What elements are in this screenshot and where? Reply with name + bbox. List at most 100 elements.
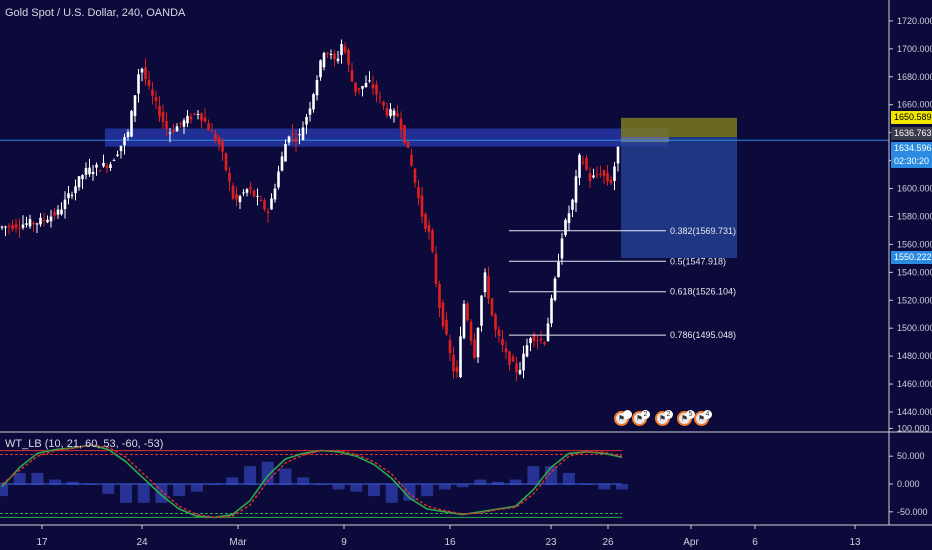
candle xyxy=(480,295,483,326)
candle xyxy=(60,209,63,215)
candle xyxy=(326,52,329,55)
candle xyxy=(154,97,158,102)
y-tick-label: 1440.000 xyxy=(897,407,932,417)
candle xyxy=(616,146,620,164)
candle xyxy=(130,110,133,137)
candle xyxy=(91,171,95,175)
candle xyxy=(291,133,294,135)
y-tick-label: 1500.000 xyxy=(897,323,932,333)
candle xyxy=(539,338,543,341)
resistance-zone xyxy=(105,128,668,147)
y-tick-label: 1680.000 xyxy=(897,72,932,82)
candle xyxy=(144,67,147,80)
position-zones xyxy=(0,117,889,259)
candle xyxy=(67,193,70,199)
osc-histogram-bar xyxy=(314,484,327,485)
candle xyxy=(543,342,546,345)
candle xyxy=(571,199,574,210)
x-tick-label: Apr xyxy=(683,537,699,548)
candle xyxy=(448,340,452,354)
candle xyxy=(280,156,284,171)
osc-histogram-bar xyxy=(102,484,115,494)
candle xyxy=(119,145,123,152)
x-tick-label: 26 xyxy=(602,537,614,548)
candle xyxy=(56,209,60,215)
osc-histogram-bar xyxy=(66,481,79,485)
us-flag-icon[interactable]: ⚑ 2 xyxy=(655,410,673,426)
x-tick-label: 24 xyxy=(136,537,148,548)
candle xyxy=(224,153,228,171)
candle xyxy=(238,196,242,203)
us-flag-icon[interactable]: ⚑ xyxy=(614,410,632,426)
x-tick-label: 17 xyxy=(36,537,48,548)
osc-histogram-bar xyxy=(385,484,398,503)
us-flag-icon[interactable]: ⚑ 4 xyxy=(694,410,712,426)
entry-marker xyxy=(621,137,669,143)
candle xyxy=(424,213,427,229)
candle xyxy=(231,185,235,199)
osc-histogram-bar xyxy=(474,479,487,485)
candle xyxy=(490,298,494,316)
osc-histogram-bar xyxy=(580,484,593,485)
candle xyxy=(410,154,413,166)
us-flag-icon[interactable]: ⚑ 2 xyxy=(632,410,650,426)
candle xyxy=(193,113,196,115)
x-tick-label: 13 xyxy=(849,537,861,548)
candle xyxy=(98,170,102,172)
candle xyxy=(18,227,21,229)
y-tick-label: 1720.000 xyxy=(897,16,932,26)
candle xyxy=(350,70,354,82)
osc-y-tick-label: -50.000 xyxy=(897,507,928,517)
oscillator xyxy=(0,444,628,519)
candle xyxy=(518,369,522,374)
candle xyxy=(140,68,144,73)
candles xyxy=(0,39,620,382)
candle xyxy=(382,101,385,106)
chart-title: Gold Spot / U.S. Dollar, 240, OANDA xyxy=(5,7,186,19)
candle xyxy=(336,58,340,62)
candle xyxy=(305,116,308,125)
us-flag-icon[interactable]: ⚑ 5 xyxy=(677,410,695,426)
fib-label: 0.786(1495.048) xyxy=(670,330,736,340)
candle xyxy=(445,319,448,335)
candle xyxy=(476,327,480,358)
candle xyxy=(42,220,46,222)
candle xyxy=(315,80,319,96)
osc-histogram-bar xyxy=(562,472,575,485)
candle xyxy=(21,224,25,228)
y-tick-label: 1480.000 xyxy=(897,351,932,361)
candle xyxy=(81,175,84,180)
candle xyxy=(105,165,109,169)
osc-histogram-bar xyxy=(492,481,504,485)
candle xyxy=(592,175,595,178)
candle xyxy=(0,226,4,228)
candle xyxy=(126,132,130,138)
candle xyxy=(340,44,343,56)
osc-histogram-bar xyxy=(244,466,256,485)
candle xyxy=(497,329,501,337)
candle xyxy=(221,141,224,152)
osc-histogram-bar xyxy=(279,468,292,485)
candle xyxy=(501,338,504,346)
candle xyxy=(53,211,56,216)
candle xyxy=(182,120,186,127)
y-tick-label: 1600.000 xyxy=(897,184,932,194)
candle xyxy=(137,74,140,94)
candle xyxy=(459,336,462,378)
osc-histogram-bar xyxy=(598,484,611,490)
candle xyxy=(525,345,529,357)
candle xyxy=(116,154,119,156)
y-tick-label: 1520.000 xyxy=(897,295,932,305)
y-tick-label: 1540.000 xyxy=(897,267,932,277)
candle xyxy=(39,217,42,225)
candle xyxy=(84,168,88,175)
candle xyxy=(403,125,406,144)
candle xyxy=(504,348,508,353)
osc-histogram-bar xyxy=(120,484,132,503)
candle xyxy=(581,161,585,163)
candle xyxy=(245,189,249,193)
candle xyxy=(532,333,536,342)
candle xyxy=(522,353,525,371)
